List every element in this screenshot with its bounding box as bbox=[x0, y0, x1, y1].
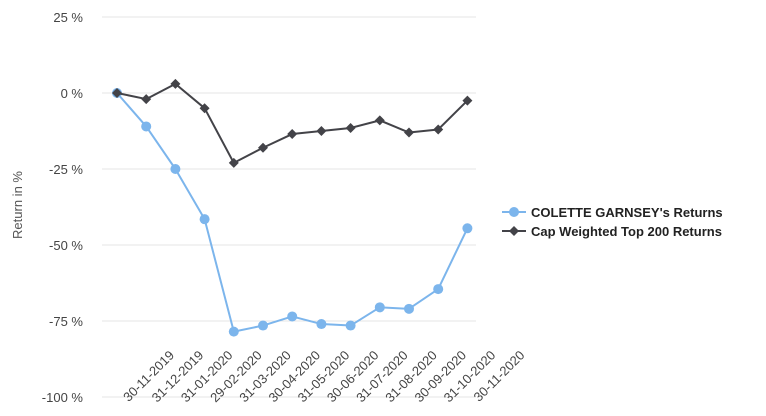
data-point[interactable] bbox=[404, 303, 414, 314]
data-point[interactable] bbox=[112, 88, 122, 98]
data-point[interactable] bbox=[345, 122, 356, 133]
data-point[interactable] bbox=[462, 223, 473, 234]
y-axis-ticks: 25 % 0 % -25 % -50 % -75 % -100 % bbox=[42, 10, 84, 405]
data-point[interactable] bbox=[433, 124, 444, 135]
grid-lines bbox=[102, 16, 476, 398]
series-1 bbox=[112, 88, 473, 337]
data-point[interactable] bbox=[228, 326, 239, 337]
data-point[interactable] bbox=[141, 94, 152, 105]
data-point[interactable] bbox=[433, 284, 444, 295]
data-point[interactable] bbox=[258, 142, 268, 153]
data-point[interactable] bbox=[228, 157, 239, 168]
data-point[interactable] bbox=[345, 320, 356, 331]
data-point[interactable] bbox=[199, 103, 210, 114]
legend-item-1[interactable]: COLETTE GARNSEY's Returns bbox=[502, 205, 723, 220]
legend-marker bbox=[509, 226, 519, 236]
legend-marker bbox=[509, 207, 519, 217]
x-axis-ticks: 30-11-201931-12-201931-01-202029-02-2020… bbox=[120, 348, 527, 406]
series-2 bbox=[112, 78, 473, 168]
data-point[interactable] bbox=[141, 121, 152, 132]
data-point[interactable] bbox=[258, 320, 268, 331]
y-tick-label: -50 % bbox=[49, 238, 83, 253]
legend: COLETTE GARNSEY's Returns Cap Weighted To… bbox=[502, 205, 723, 239]
y-axis-label: Return in % bbox=[10, 171, 25, 239]
data-point[interactable] bbox=[462, 95, 473, 106]
legend-label: COLETTE GARNSEY's Returns bbox=[531, 205, 723, 220]
y-tick-label: -100 % bbox=[42, 390, 84, 405]
data-point[interactable] bbox=[170, 78, 181, 89]
data-point[interactable] bbox=[316, 319, 327, 330]
legend-item-2[interactable]: Cap Weighted Top 200 Returns bbox=[502, 224, 722, 239]
data-point[interactable] bbox=[374, 302, 385, 313]
data-point[interactable] bbox=[316, 126, 327, 136]
series-line bbox=[116, 82, 469, 164]
data-point[interactable] bbox=[287, 311, 298, 322]
data-point[interactable] bbox=[404, 127, 414, 138]
data-point[interactable] bbox=[170, 164, 181, 174]
data-point[interactable] bbox=[287, 129, 298, 140]
data-point[interactable] bbox=[199, 214, 210, 225]
series-group bbox=[112, 78, 473, 337]
y-tick-label: -75 % bbox=[49, 314, 83, 329]
y-tick-label: 0 % bbox=[61, 86, 84, 101]
y-tick-label: 25 % bbox=[53, 10, 83, 25]
legend-label: Cap Weighted Top 200 Returns bbox=[531, 224, 722, 239]
data-point[interactable] bbox=[374, 115, 385, 126]
y-tick-label: -25 % bbox=[49, 162, 83, 177]
series-line bbox=[116, 92, 469, 333]
